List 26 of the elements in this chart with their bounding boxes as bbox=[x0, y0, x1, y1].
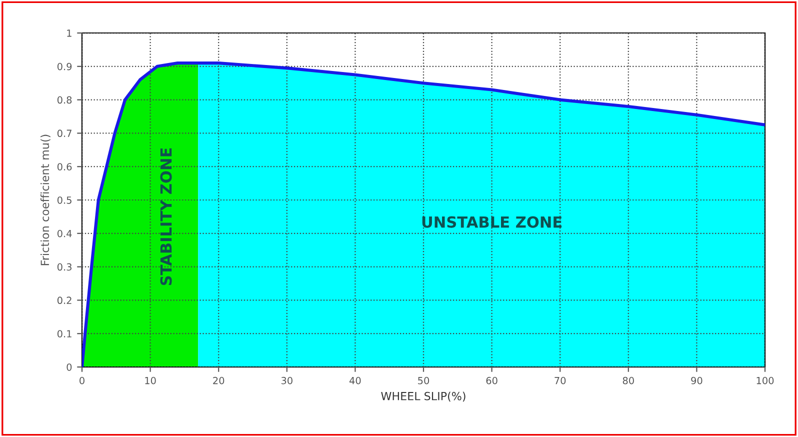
y-axis-title: Friction coefficient mu() bbox=[40, 134, 50, 266]
x-tick-label: 80 bbox=[622, 376, 634, 384]
y-tick-label: 0.6 bbox=[57, 163, 72, 170]
x-tick-label: 90 bbox=[691, 376, 702, 384]
y-tick-label: 0.9 bbox=[57, 62, 72, 70]
x-tick-label: 20 bbox=[213, 376, 224, 384]
x-tick-label: 60 bbox=[486, 376, 498, 384]
y-tick-label: 0.4 bbox=[57, 230, 72, 238]
y-tick-label: 0.5 bbox=[57, 196, 72, 204]
x-tick-label: 70 bbox=[554, 376, 566, 384]
y-tick-label: 0.2 bbox=[57, 296, 72, 304]
x-tick-label: 0 bbox=[80, 376, 84, 384]
y-tick-label: 1 bbox=[67, 30, 72, 37]
y-tick-label: 0.8 bbox=[57, 96, 72, 104]
x-axis-title: WHEEL SLIP(%) bbox=[381, 392, 466, 402]
x-tick-label: 100 bbox=[756, 376, 774, 384]
y-tick-label: 0.1 bbox=[57, 330, 72, 338]
x-tick-label: 30 bbox=[281, 376, 292, 384]
x-tick-label: 50 bbox=[418, 376, 430, 384]
y-tick-label: 0 bbox=[66, 363, 72, 371]
annotation: STABILITY ZONE bbox=[160, 148, 172, 286]
x-tick-label: 40 bbox=[349, 376, 361, 384]
annotation: UNSTABLE ZONE bbox=[422, 216, 562, 228]
y-tick-label: 0.7 bbox=[57, 130, 72, 138]
x-tick-label: 10 bbox=[145, 376, 156, 384]
y-tick-label: 0.3 bbox=[57, 263, 72, 271]
